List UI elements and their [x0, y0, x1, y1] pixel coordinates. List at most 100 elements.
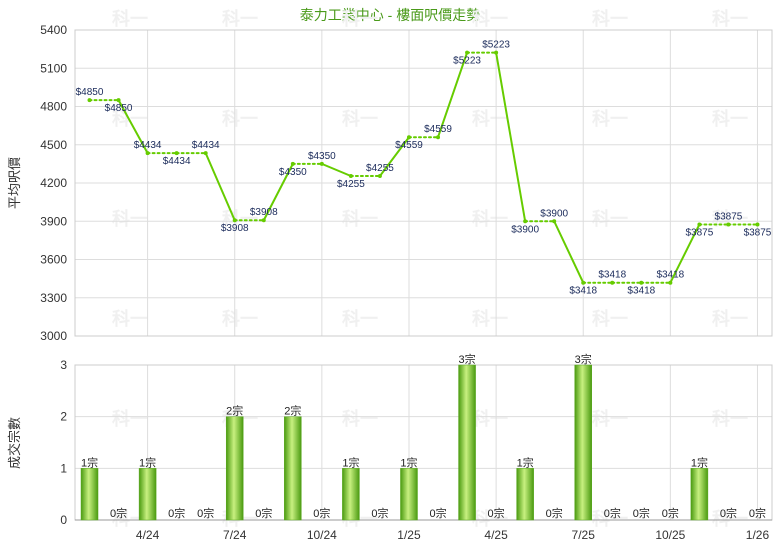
count-tick-label: 2: [60, 410, 67, 424]
price-point: [87, 98, 92, 103]
price-data-label: $4559: [395, 140, 423, 151]
watermark: 科一: [472, 8, 508, 29]
price-data-label: $4350: [279, 167, 307, 178]
watermark: 科一: [592, 408, 628, 429]
price-data-label: $3900: [540, 208, 568, 219]
price-tick-label: 3600: [40, 253, 67, 267]
count-data-label: 0宗: [371, 506, 388, 520]
price-data-label: $3900: [511, 224, 539, 235]
watermark: 科一: [342, 408, 378, 429]
watermark: 科一: [592, 8, 628, 29]
watermark: 科一: [712, 8, 748, 29]
price-point: [116, 98, 121, 103]
price-axis-label: 平均呎價: [7, 157, 22, 209]
count-data-label: 0宗: [546, 506, 563, 520]
price-data-label: $4434: [163, 156, 191, 167]
count-data-label: 0宗: [662, 506, 679, 520]
count-axis-label: 成交宗數: [7, 417, 22, 469]
count-bar: [690, 468, 709, 521]
count-data-label: 1宗: [517, 455, 534, 469]
watermark: 科一: [112, 108, 148, 129]
count-data-label: 0宗: [429, 506, 446, 520]
price-point: [174, 151, 179, 156]
price-line-segment: [204, 152, 236, 222]
watermark: 科一: [472, 108, 508, 129]
price-tick-label: 5400: [40, 23, 67, 37]
price-point: [348, 173, 353, 178]
price-tick-label: 4500: [40, 138, 67, 152]
price-data-label: $3875: [685, 227, 713, 238]
count-tick-label: 0: [60, 513, 67, 527]
price-data-label: $4434: [192, 140, 220, 151]
price-point: [145, 151, 150, 156]
count-data-label: 0宗: [720, 506, 737, 520]
price-point: [639, 280, 644, 285]
watermark: 科一: [222, 8, 258, 29]
watermark: 科一: [712, 408, 748, 429]
watermark: 科一: [472, 208, 508, 229]
watermark: 科一: [712, 108, 748, 129]
price-point: [668, 280, 673, 285]
x-tick-label: 10/24: [307, 528, 337, 542]
count-data-label: 0宗: [313, 506, 330, 520]
watermark: 科一: [342, 108, 378, 129]
count-data-label: 0宗: [633, 506, 650, 520]
price-point: [436, 135, 441, 140]
watermark: 科一: [112, 308, 148, 329]
count-bar: [138, 468, 157, 521]
price-point: [697, 222, 702, 227]
price-tick-label: 3000: [40, 329, 67, 343]
count-bar: [342, 468, 360, 521]
count-bar: [225, 416, 244, 521]
x-tick-label: 10/25: [655, 528, 685, 542]
price-point: [755, 222, 760, 227]
price-line-segment: [320, 162, 352, 177]
watermark: 科一: [712, 508, 748, 529]
price-data-label: $4255: [366, 163, 394, 174]
price-tick-label: 4200: [40, 176, 67, 190]
chart-title: 泰力工業中心 - 樓面呎價走勢: [300, 7, 480, 23]
price-line-segment: [378, 136, 410, 177]
count-data-label: 1宗: [342, 455, 359, 469]
price-point: [465, 50, 470, 55]
price-line-segment: [553, 220, 585, 284]
count-data-label: 1宗: [691, 455, 708, 469]
count-bar: [80, 468, 99, 521]
watermark: 科一: [712, 308, 748, 329]
watermark: 科一: [592, 108, 628, 129]
count-data-label: 2宗: [284, 404, 301, 418]
x-tick-label: 4/25: [484, 528, 508, 542]
count-data-label: 0宗: [749, 506, 766, 520]
watermark: 科一: [112, 408, 148, 429]
count-plot-frame: [74, 364, 773, 521]
x-tick-label: 4/24: [136, 528, 160, 542]
price-point: [494, 50, 499, 55]
watermark: 科一: [112, 8, 148, 29]
price-tick-label: 3300: [40, 291, 67, 305]
price-point: [203, 151, 208, 156]
count-data-label: 1宗: [400, 455, 417, 469]
watermark: 科一: [472, 508, 508, 529]
count-data-label: 1宗: [81, 455, 98, 469]
watermark: 科一: [472, 408, 508, 429]
count-data-label: 0宗: [110, 506, 127, 520]
price-line-segment: [437, 51, 469, 139]
price-data-label: $3875: [715, 211, 743, 222]
count-bar: [400, 468, 418, 521]
price-plot-frame: [74, 29, 773, 337]
count-data-label: 0宗: [197, 506, 214, 520]
price-data-label: $3418: [598, 270, 626, 281]
price-data-label: $3418: [569, 286, 597, 297]
count-data-label: 0宗: [168, 506, 185, 520]
watermark: 科一: [112, 208, 148, 229]
price-point: [523, 219, 528, 224]
price-tick-label: 4800: [40, 100, 67, 114]
count-data-label: 3宗: [459, 352, 476, 366]
price-data-label: $4434: [134, 140, 162, 151]
price-point: [610, 280, 615, 285]
count-data-label: 3宗: [575, 352, 592, 366]
count-tick-label: 3: [60, 358, 67, 372]
price-point: [261, 218, 266, 223]
